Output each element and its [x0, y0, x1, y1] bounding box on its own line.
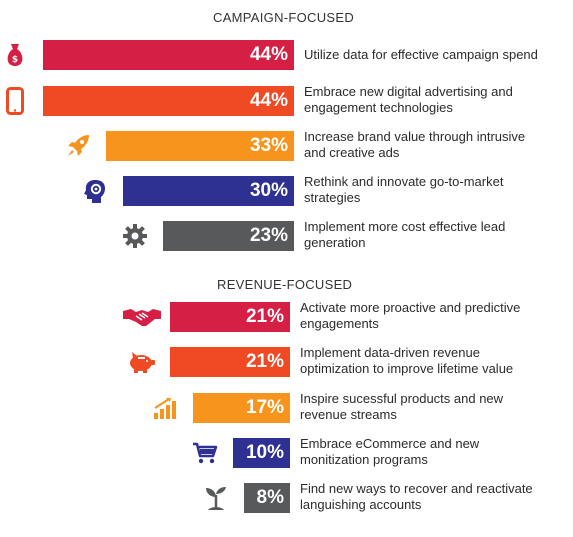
bar: 21% — [170, 347, 290, 377]
bar: 44% — [43, 40, 294, 70]
smartphone-icon — [0, 86, 35, 116]
bar: 23% — [162, 221, 294, 251]
bar: 33% — [105, 131, 294, 161]
handshake-icon — [122, 302, 162, 332]
bar-category-label: Inspire sucessful products and new reven… — [300, 391, 504, 422]
money-bag-icon: $ — [0, 40, 35, 70]
bar-category-label: Embrace eCommerce and new monitization p… — [300, 436, 480, 467]
piggy-bank-icon — [122, 347, 162, 377]
bar-category-label: Increase brand value through intrusive a… — [304, 129, 526, 160]
bar-value-label: 44% — [249, 44, 288, 65]
bar-value-label: 30% — [249, 180, 288, 201]
bar-category-label: Find new ways to recover and reactivate … — [300, 481, 533, 512]
section-title-campaign: CAMPAIGN-FOCUSED — [213, 10, 355, 25]
bar-value-label: 17% — [245, 397, 284, 418]
bar-category-label: Utilize data for effective campaign spen… — [304, 47, 538, 62]
bar: 44% — [43, 86, 294, 116]
bar-value-label: 23% — [249, 225, 288, 246]
bar-category-label: Implement data-driven revenue optimizati… — [300, 345, 514, 376]
bar-category-label: Activate more proactive and predictive e… — [300, 300, 521, 331]
bar-value-label: 8% — [256, 487, 284, 508]
shopping-cart-icon — [185, 438, 225, 468]
bar: 10% — [233, 438, 290, 468]
section-title-revenue: REVENUE-FOCUSED — [217, 277, 353, 292]
rocket-icon — [58, 131, 98, 161]
bar-category-label: Rethink and innovate go-to-market strate… — [304, 174, 504, 205]
bar-value-label: 44% — [249, 90, 288, 111]
bar-value-label: 21% — [245, 351, 284, 372]
bar-category-label: Embrace new digital advertising and enga… — [304, 84, 513, 115]
bar-value-label: 21% — [245, 306, 284, 327]
svg-text:$: $ — [12, 55, 18, 65]
bar-category-label: Implement more cost effective lead gener… — [304, 219, 506, 250]
bar: 21% — [170, 302, 290, 332]
growth-chart-icon — [145, 393, 185, 423]
bar-value-label: 10% — [245, 442, 284, 463]
bar: 17% — [193, 393, 290, 423]
bar: 8% — [244, 483, 290, 513]
head-gear-icon — [75, 176, 115, 206]
gear-icon — [115, 221, 155, 251]
bar: 30% — [123, 176, 294, 206]
bar-value-label: 33% — [249, 135, 288, 156]
sprout-icon — [196, 483, 236, 513]
